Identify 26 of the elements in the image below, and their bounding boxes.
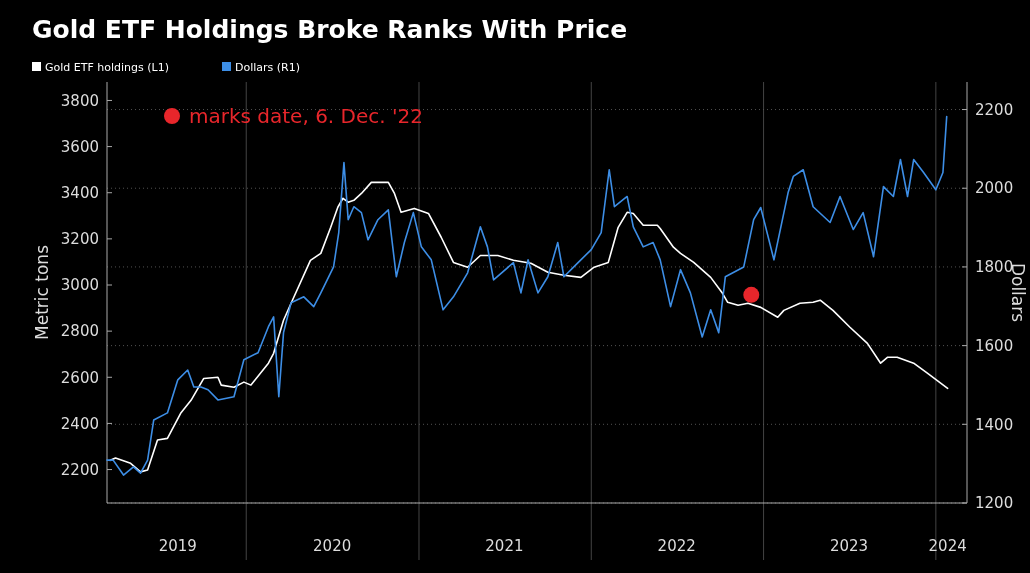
y-axis-title: Metric tons [32,244,52,340]
chart-title: Gold ETF Holdings Broke Ranks With Price [32,15,628,44]
y-tick-label: 3600 [60,137,99,156]
y-tick-label: 2400 [60,414,99,433]
legend-label: marks date, 6. Dec. '22 [189,104,423,128]
y-tick-label: 3800 [60,91,99,110]
x-tick-label: 2021 [485,537,524,555]
x-tick-label: 2020 [313,537,352,555]
legend-label: Dollars (R1) [235,61,301,74]
y-tick-label: 3200 [60,230,99,249]
y2-tick-label: 1600 [975,336,1014,355]
x-tick-label: 2023 [829,537,869,555]
legend-label: Gold ETF holdings (L1) [45,61,169,74]
y-tick-label: 2800 [60,322,99,341]
y2-tick-label: 1200 [975,494,1014,513]
y-tick-label: 3000 [60,276,99,295]
x-tick-label: 2019 [158,537,197,555]
line-series [109,181,949,473]
x-tick-label: 2024 [928,537,967,555]
y2-tick-label: 2200 [975,100,1014,119]
x-tick-label: 2022 [657,537,696,555]
y-tick-label: 2600 [60,368,99,387]
y-tick-label: 2200 [60,460,99,479]
y-tick-label: 3400 [60,183,99,202]
y2-tick-label: 1400 [975,415,1014,434]
y2-tick-label: 2000 [975,179,1014,198]
